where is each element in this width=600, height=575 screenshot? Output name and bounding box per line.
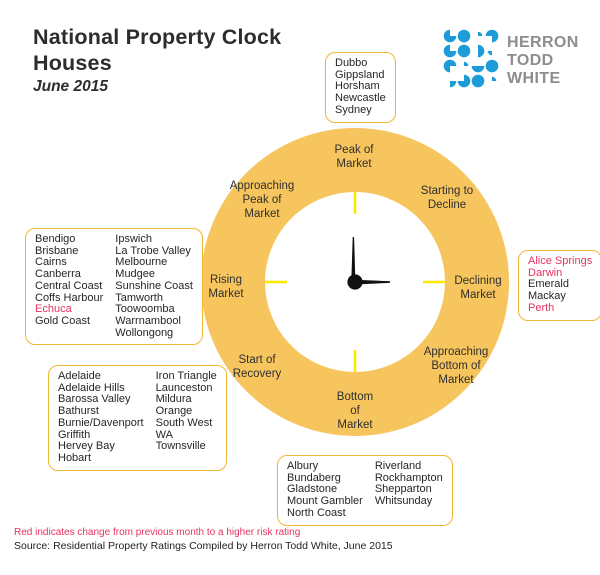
page-title: National Property Clock <box>33 25 282 49</box>
city-box-peak: Dubbo Gippsland Horsham Newcastle Sydney <box>325 52 396 123</box>
city-item: Coffs Harbour <box>35 291 104 304</box>
city-item: Dubbo <box>335 57 368 69</box>
city-item: Toowoomba <box>115 303 175 316</box>
city-item: Central Coast <box>35 279 103 292</box>
city-box-start-of-recovery: Adelaide Adelaide Hills Barossa Valley Bath… <box>48 365 227 471</box>
stage-peak-of-market: Peak of Market <box>334 143 374 170</box>
city-item: Rockhampton <box>374 471 443 484</box>
stage-bottom-of-market: Bottom of Market <box>336 390 374 432</box>
city-item: Hobart <box>58 451 92 464</box>
city-item: Shepparton <box>374 483 432 496</box>
city-item: La Trobe Valley <box>115 244 191 257</box>
city-item: Burnie/Davenport <box>58 416 144 429</box>
city-item: Alice Springs <box>528 255 593 267</box>
city-item: Sunshine Coast <box>115 279 193 292</box>
logo-word-white: WHITE <box>507 70 561 87</box>
clock-tick-marks <box>265 192 445 372</box>
city-column: Riverland Rockhampton Shepparton Whitsunday <box>374 460 443 520</box>
city-item: Gippsland <box>335 68 385 81</box>
city-column: Albury Bundaberg Gladstone Mount Gambler Nor… <box>287 460 363 520</box>
city-item: Wollongong <box>115 326 174 339</box>
stage-starting-to-decline: Starting to Decline <box>420 184 474 211</box>
city-item: Gladstone <box>287 483 338 496</box>
city-item: Melbourne <box>115 256 168 269</box>
page-subtitle: Houses <box>33 51 112 76</box>
city-item: Echuca <box>35 303 72 316</box>
logo-wordmark: HERRON TODD WHITE <box>507 34 579 88</box>
header: National Property Clock Houses June 2015 <box>33 24 281 97</box>
city-item: Albury <box>287 460 319 472</box>
logo-word-todd: TODD <box>507 52 554 69</box>
logo-dots-icon <box>443 29 499 88</box>
city-item: Horsham <box>335 80 380 93</box>
city-column: Ipswich La Trobe Valley Melbourne Mudgee Sun… <box>115 233 193 339</box>
city-column: Iron Triangle Launceston Mildura Orange Sout… <box>155 370 217 465</box>
city-item: Cairns <box>35 256 67 269</box>
stage-approaching-bottom: Approaching Bottom of Market <box>423 345 489 387</box>
city-item: Griffith <box>58 428 91 441</box>
logo-word-herron: HERRON <box>507 34 579 51</box>
city-item: Bendigo <box>35 233 76 245</box>
city-item: Emerald <box>528 278 569 291</box>
city-item: Perth <box>528 301 555 314</box>
city-item: Mildura <box>155 393 192 406</box>
city-item: Gold Coast <box>35 314 91 327</box>
city-item: Barossa Valley <box>58 393 131 406</box>
city-item: Mudgee <box>115 268 156 281</box>
city-column: Adelaide Adelaide Hills Barossa Valley Bath… <box>58 370 144 465</box>
city-item: Launceston <box>155 381 213 394</box>
page-date: June 2015 <box>33 78 108 96</box>
city-box-declining: Alice Springs Darwin Emerald Mackay Perth <box>518 250 600 321</box>
city-column: Dubbo Gippsland Horsham Newcastle Sydney <box>335 57 386 117</box>
city-item: Canberra <box>35 268 81 281</box>
city-item: Warrnambool <box>115 314 181 327</box>
stage-approaching-peak: Approaching Peak of Market <box>229 179 295 221</box>
stage-rising-market: Rising Market <box>208 273 244 300</box>
city-item: Iron Triangle <box>155 370 217 382</box>
city-item: Whitsunday <box>374 495 433 508</box>
city-item: Adelaide Hills <box>58 381 125 394</box>
city-box-bottom: Albury Bundaberg Gladstone Mount Gambler Nor… <box>277 455 453 526</box>
city-item: Brisbane <box>35 244 79 257</box>
city-item: Sydney <box>335 103 372 116</box>
city-item: Newcastle <box>335 92 386 105</box>
city-item: Mackay <box>528 290 566 303</box>
city-item: Ipswich <box>115 233 152 245</box>
city-item: Orange <box>155 405 193 418</box>
city-item: Darwin <box>528 266 563 279</box>
city-item: North Coast <box>287 506 346 519</box>
city-column: Bendigo Brisbane Cairns Canberra Central Coa… <box>35 233 104 339</box>
city-item: Hervey Bay <box>58 440 115 453</box>
city-item: Adelaide <box>58 370 101 382</box>
clock-hands <box>347 237 390 290</box>
source-note: Source: Residential Property Ratings Com… <box>14 540 393 552</box>
minute-hand <box>351 237 356 282</box>
clock-center-dot <box>347 274 363 290</box>
city-item: Townsville <box>155 440 206 453</box>
risk-note: Red indicates change from previous month… <box>14 527 301 538</box>
clock-ring <box>201 128 509 436</box>
city-item: Riverland <box>374 460 422 472</box>
city-box-rising: Bendigo Brisbane Cairns Canberra Central Coa… <box>25 228 203 346</box>
city-column: Alice Springs Darwin Emerald Mackay Perth <box>528 255 593 315</box>
hour-hand <box>355 279 390 285</box>
stage-start-of-recovery: Start of Recovery <box>232 353 282 380</box>
city-item: Mount Gambler <box>287 495 363 508</box>
city-item: Bathurst <box>58 405 99 418</box>
city-item: Tamworth <box>115 291 163 304</box>
city-item: Bundaberg <box>287 471 341 484</box>
brand-logo: HERRON TODD WHITE <box>443 28 579 90</box>
city-item: South West WA <box>155 416 213 441</box>
stage-declining-market: Declining Market <box>454 274 502 301</box>
